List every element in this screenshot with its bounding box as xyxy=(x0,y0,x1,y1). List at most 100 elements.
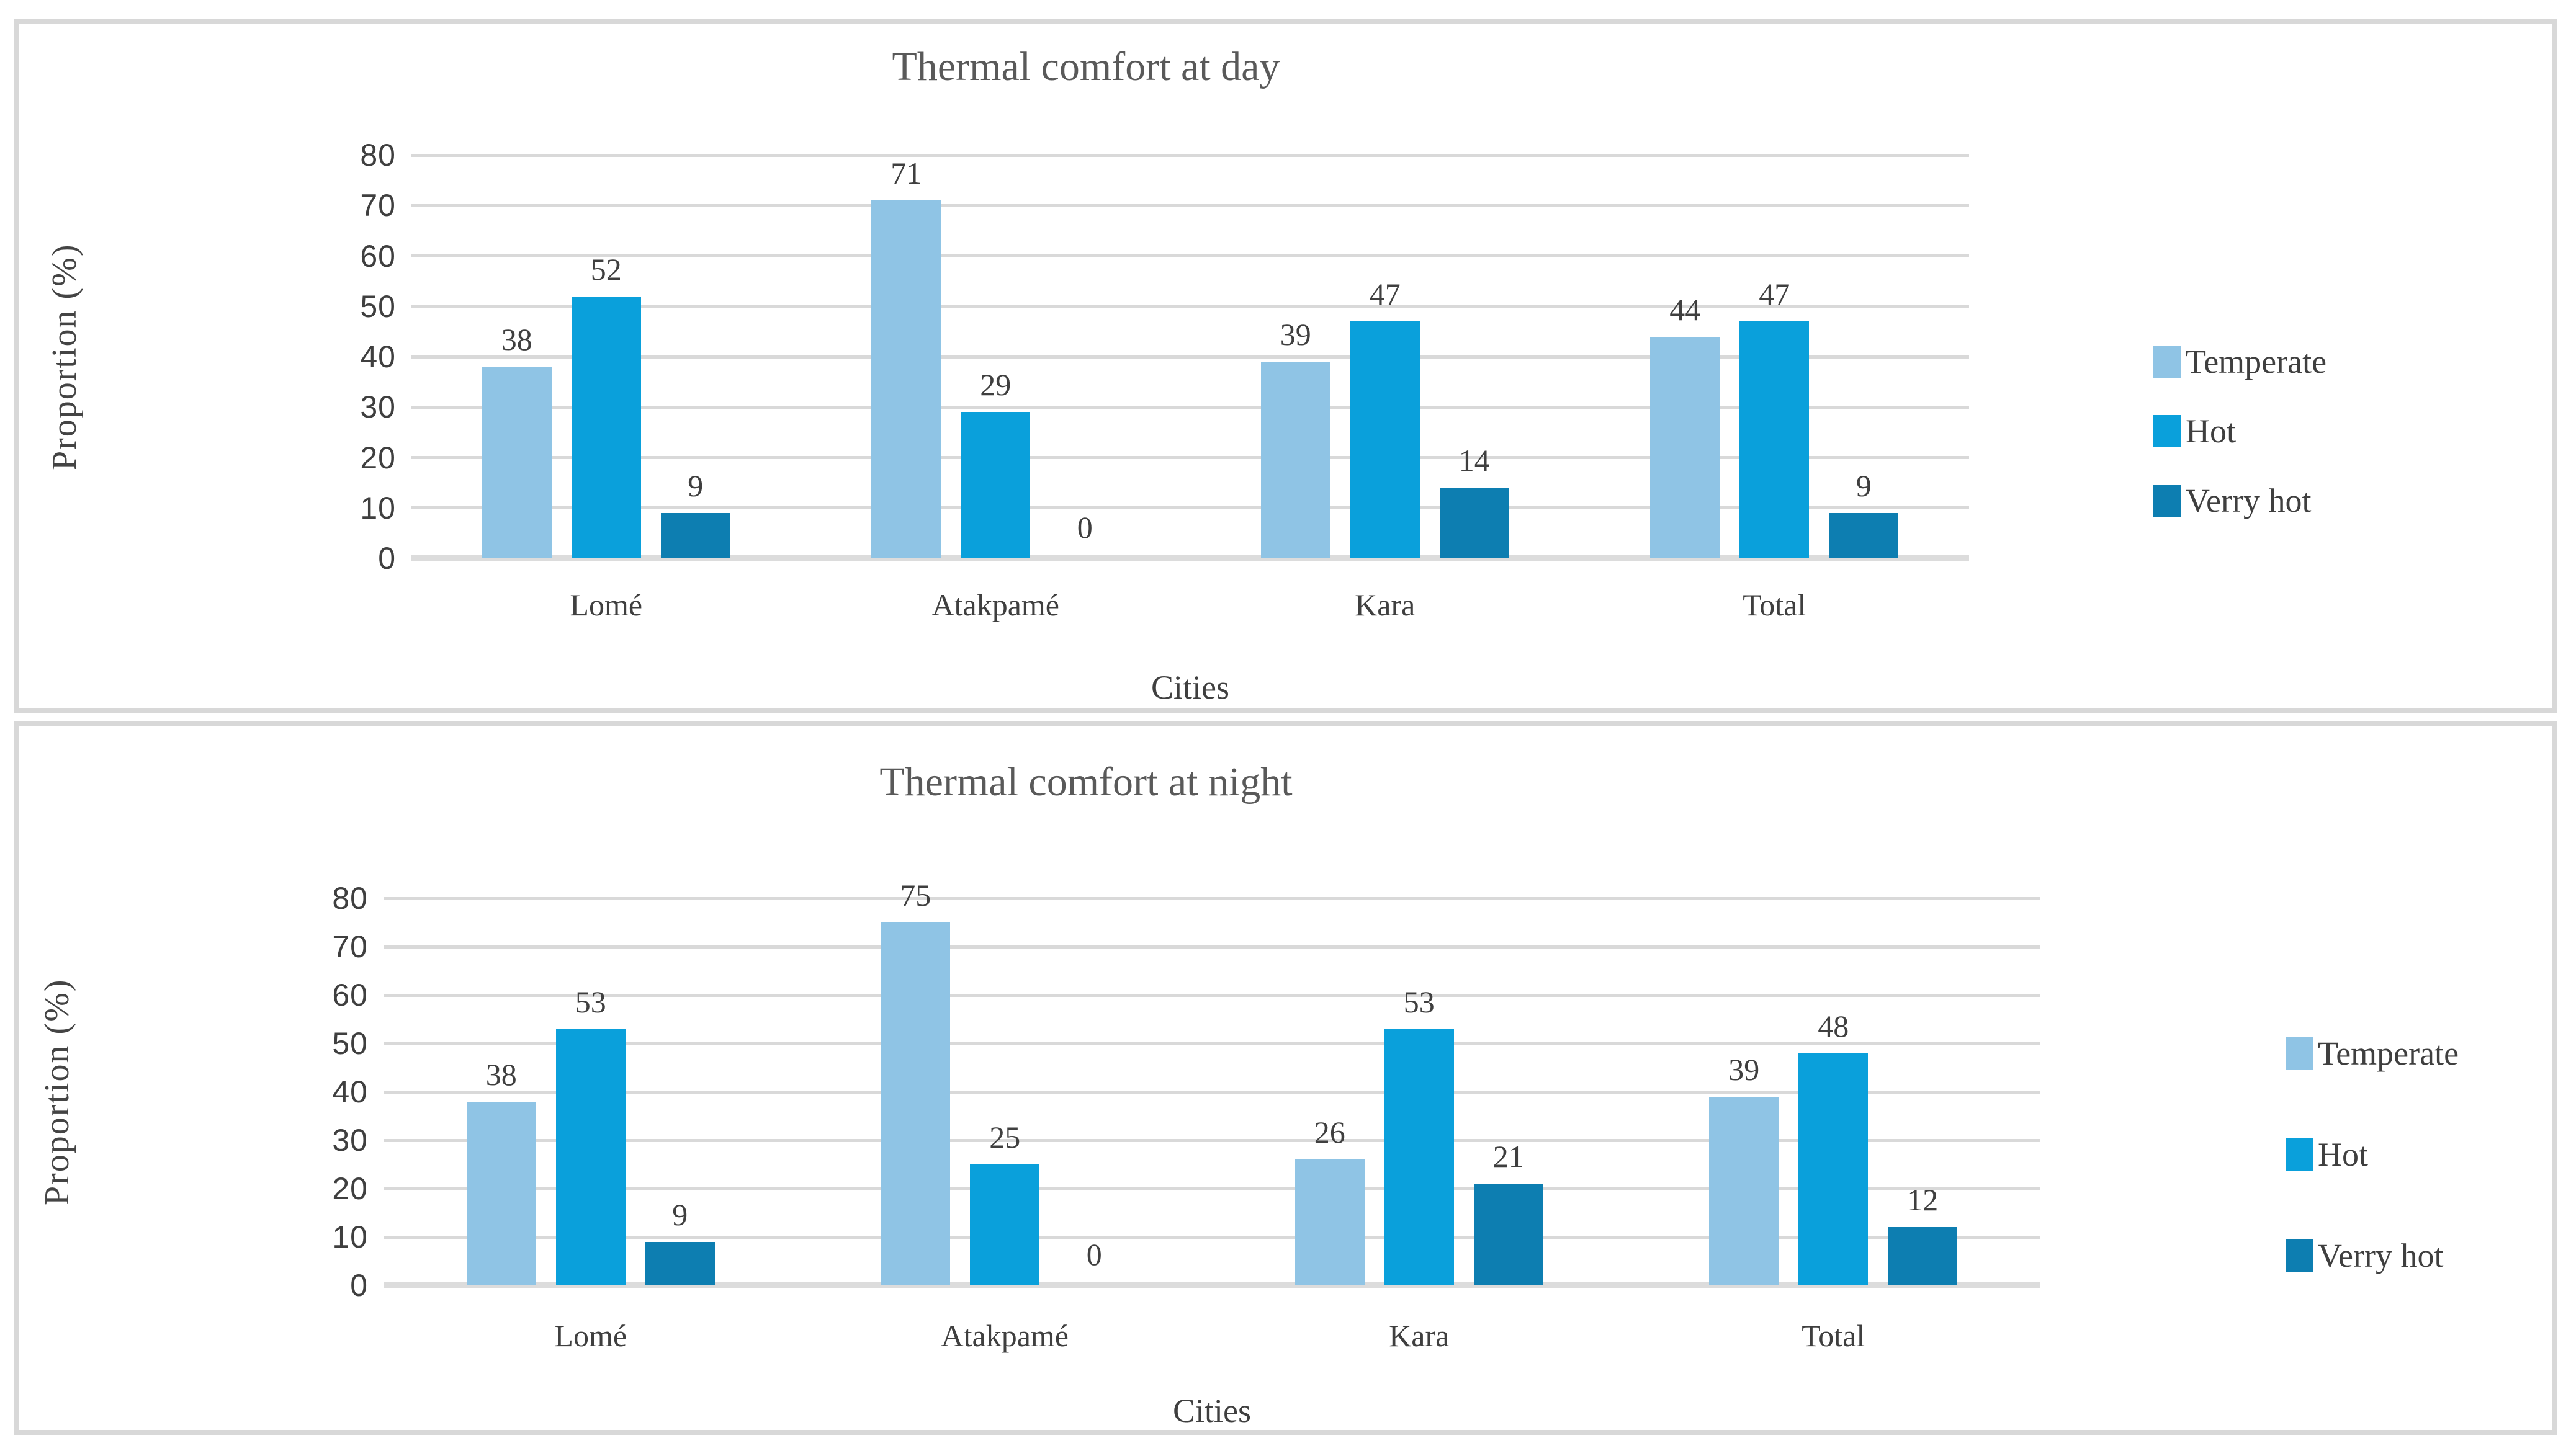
bar-value-label: 75 xyxy=(900,878,931,913)
gridline xyxy=(411,254,1969,257)
bar-hot-kara xyxy=(1350,321,1420,558)
gridline xyxy=(411,305,1969,308)
y-tick-label: 70 xyxy=(360,188,396,223)
bar-temperate-lome xyxy=(482,367,552,558)
bar-value-label: 9 xyxy=(672,1197,688,1232)
bar-temperate-total xyxy=(1709,1096,1779,1285)
bar-temperate-kara xyxy=(1294,1159,1365,1285)
y-tick-label: 40 xyxy=(360,339,396,374)
bar-value-label: 53 xyxy=(1403,984,1435,1019)
bar-hot-lome xyxy=(571,296,641,558)
x-tick-label: Lomé xyxy=(570,587,643,622)
y-tick-label: 80 xyxy=(360,138,396,172)
y-tick-label: 60 xyxy=(360,238,396,274)
gridline xyxy=(411,506,1969,510)
gridline xyxy=(384,993,2040,997)
bar-verry-hot-kara xyxy=(1439,488,1509,558)
y-tick-label: 20 xyxy=(360,440,396,475)
x-axis-title: Cities xyxy=(1151,669,1229,706)
legend-item-verry-hot: Verry hot xyxy=(2286,1236,2443,1275)
bar-value-label: 29 xyxy=(980,367,1012,403)
bar-value-label: 71 xyxy=(891,156,922,191)
gridline xyxy=(384,1042,2040,1045)
gridline xyxy=(384,896,2040,900)
legend-item-hot: Hot xyxy=(2286,1135,2368,1174)
bar-value-label: 0 xyxy=(1077,510,1093,545)
plot-area: 38 71 39 44 52 29 47 47 9 0 14 9 xyxy=(411,153,1969,561)
gridline xyxy=(411,355,1969,359)
y-tick-label: 70 xyxy=(332,929,368,964)
y-tick-label: 30 xyxy=(360,390,396,425)
bar-hot-atakpame xyxy=(961,412,1031,558)
y-tick-label: 0 xyxy=(350,1268,368,1303)
x-axis-line xyxy=(384,1282,2040,1288)
y-tick-label: 0 xyxy=(378,541,396,576)
y-tick-label: 30 xyxy=(332,1123,368,1158)
chart-title: Thermal comfort at day xyxy=(892,44,1280,89)
bar-value-label: 47 xyxy=(1759,277,1790,312)
bar-value-label: 39 xyxy=(1728,1052,1760,1087)
y-tick-label: 10 xyxy=(360,490,396,525)
bar-temperate-atakpame xyxy=(881,922,951,1285)
bar-value-label: 38 xyxy=(485,1056,517,1092)
plot-area: 38 75 26 39 53 25 53 48 9 0 21 12 xyxy=(384,878,2040,1288)
gridline xyxy=(384,1090,2040,1094)
x-tick-label: Kara xyxy=(1389,1318,1450,1353)
y-tick-label: 80 xyxy=(332,881,368,916)
legend-label: Temperate xyxy=(2318,1035,2459,1072)
x-tick-label: Kara xyxy=(1355,587,1416,622)
bar-hot-kara xyxy=(1384,1029,1454,1285)
gridline xyxy=(384,1138,2040,1142)
y-tick-label: 50 xyxy=(360,288,396,324)
bar-value-label: 12 xyxy=(1907,1182,1939,1218)
bar-value-label: 38 xyxy=(501,322,532,357)
bar-temperate-total xyxy=(1650,336,1720,558)
gridline xyxy=(411,153,1969,157)
legend-label: Temperate xyxy=(2186,343,2327,380)
legend-item-hot: Hot xyxy=(2153,411,2236,451)
gridline xyxy=(411,456,1969,459)
y-axis-title: Proportion (%) xyxy=(45,243,84,470)
bar-temperate-atakpame xyxy=(871,200,941,558)
chart-panel-day: Thermal comfort at day Proportion (%) 38… xyxy=(14,19,2557,713)
legend-item-verry-hot: Verry hot xyxy=(2153,481,2311,520)
y-tick-label: 60 xyxy=(332,978,368,1012)
bar-value-label: 53 xyxy=(575,984,606,1019)
bar-value-label: 39 xyxy=(1280,317,1311,352)
y-axis-title: Proportion (%) xyxy=(38,978,76,1205)
bar-value-label: 9 xyxy=(1855,468,1872,503)
gridline xyxy=(411,203,1969,207)
chart-title: Thermal comfort at night xyxy=(879,759,1293,805)
y-tick-label: 20 xyxy=(332,1171,368,1206)
bar-verry-hot-lome xyxy=(645,1241,715,1285)
legend-label: Verry hot xyxy=(2318,1237,2444,1274)
bar-value-label: 52 xyxy=(590,251,622,287)
bar-temperate-lome xyxy=(466,1101,536,1285)
x-axis-title: Cities xyxy=(1172,1392,1251,1429)
x-tick-label: Lomé xyxy=(554,1318,627,1353)
bar-verry-hot-kara xyxy=(1473,1184,1543,1285)
legend-swatch-icon xyxy=(2286,1037,2313,1070)
bar-temperate-kara xyxy=(1260,362,1330,558)
y-tick-label: 50 xyxy=(332,1026,368,1061)
bar-value-label: 0 xyxy=(1086,1237,1102,1272)
legend-swatch-icon xyxy=(2286,1239,2313,1272)
bar-value-label: 25 xyxy=(989,1120,1021,1155)
legend-swatch-icon xyxy=(2153,485,2181,517)
bar-hot-total xyxy=(1739,321,1810,558)
legend-swatch-icon xyxy=(2286,1138,2313,1171)
legend-item-temperate: Temperate xyxy=(2286,1034,2459,1073)
legend-item-temperate: Temperate xyxy=(2153,342,2326,382)
bar-verry-hot-total xyxy=(1829,512,1899,558)
bar-value-label: 48 xyxy=(1818,1008,1849,1043)
gridline xyxy=(411,405,1969,409)
y-tick-label: 10 xyxy=(332,1220,368,1254)
bar-value-label: 14 xyxy=(1458,443,1490,478)
bar-value-label: 26 xyxy=(1314,1115,1345,1150)
gridline xyxy=(384,1187,2040,1190)
x-tick-label: Atakpamé xyxy=(941,1318,1069,1353)
bar-verry-hot-total xyxy=(1888,1227,1958,1285)
legend-label: Hot xyxy=(2318,1136,2368,1173)
gridline xyxy=(384,945,2040,949)
legend-swatch-icon xyxy=(2153,415,2181,447)
